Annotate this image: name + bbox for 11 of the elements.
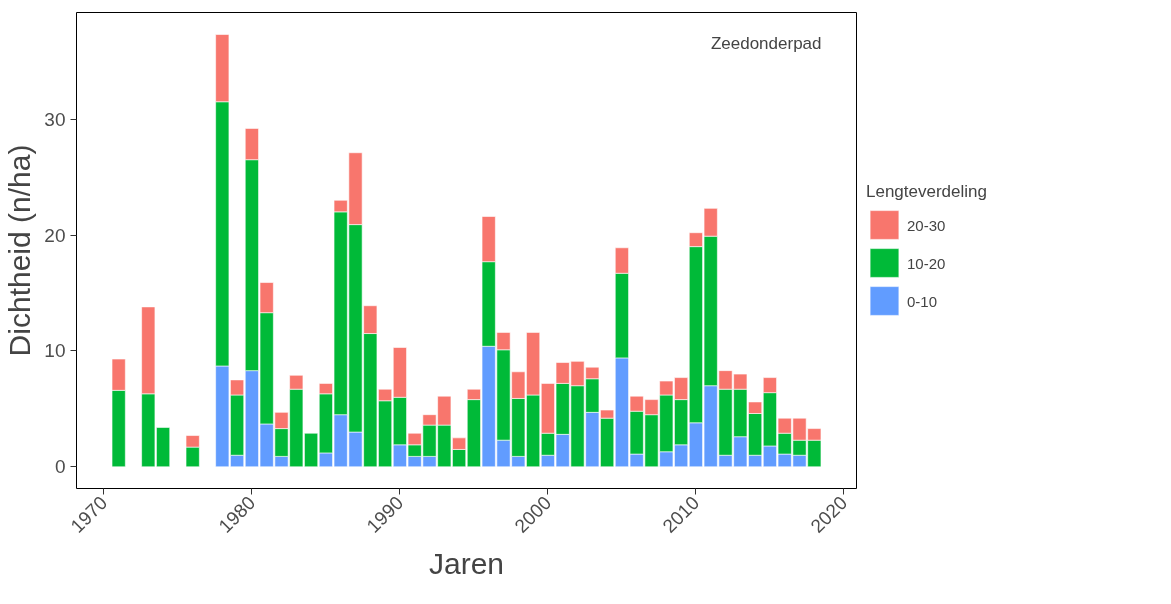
legend-label: 10-20 bbox=[907, 254, 946, 271]
legend-label: 0-10 bbox=[907, 292, 938, 309]
y-tick-label: 30 bbox=[44, 108, 66, 130]
annotation: Zeedonderpad bbox=[710, 33, 822, 53]
x-axis-title: Jaren bbox=[428, 546, 505, 580]
y-tick-label: 20 bbox=[44, 224, 66, 246]
y-axis-title: Dichtheid (n/ha) bbox=[3, 144, 37, 357]
legend-title: Lengteverdeling bbox=[866, 181, 987, 202]
legend-label: 20-30 bbox=[907, 216, 946, 233]
y-tick-label: 0 bbox=[54, 456, 66, 478]
y-tick-label: 10 bbox=[44, 340, 66, 362]
